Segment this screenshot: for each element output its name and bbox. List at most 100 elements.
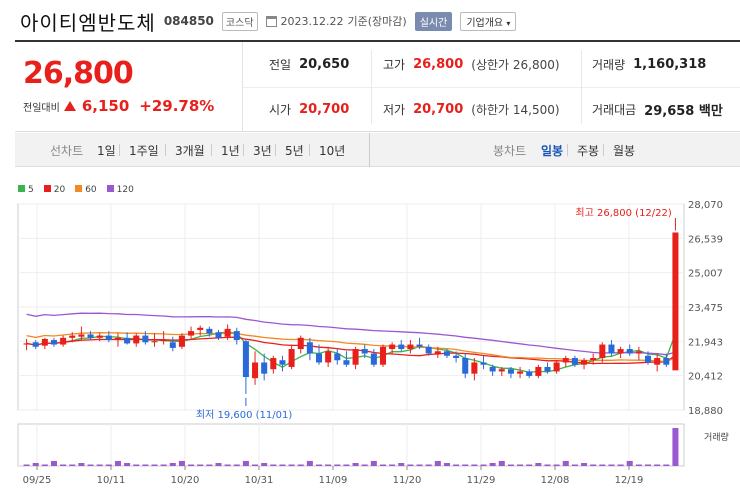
volume-bar <box>608 464 615 466</box>
candle-weekly[interactable]: 주봉 <box>577 144 600 158</box>
price-summary: 26,800 전일대비 6,150 +29.78% 전일 20,650 고가 2… <box>15 40 740 132</box>
candle-body <box>23 343 30 345</box>
up-arrow-icon <box>63 101 76 111</box>
volume-bar <box>160 464 167 466</box>
legend-swatch <box>43 185 51 192</box>
volume-bar <box>206 464 213 466</box>
y-tick-label: 28,070 <box>688 200 723 211</box>
candle-body <box>87 334 94 338</box>
divider <box>243 144 244 156</box>
volume-bar <box>480 464 487 466</box>
candle-body <box>489 366 496 372</box>
volume-bar <box>434 461 441 466</box>
open-value: 20,700 <box>299 102 350 117</box>
volume-bar <box>242 461 249 466</box>
legend-swatch <box>75 185 83 192</box>
divider <box>567 144 568 156</box>
candle-daily[interactable]: 일봉 <box>541 144 564 158</box>
x-tick-label: 10/20 <box>171 475 200 486</box>
legend-ma60: 60 <box>75 185 97 195</box>
volume-bar <box>151 464 158 466</box>
upper-limit: (상한가 26,800) <box>471 58 560 72</box>
candle-body <box>553 362 560 372</box>
volume-bar <box>416 464 423 466</box>
period-3m[interactable]: 3개월 <box>175 144 205 158</box>
legend-label: 120 <box>116 185 134 195</box>
calendar-icon <box>265 15 277 27</box>
candle-body <box>389 344 396 350</box>
current-price: 26,800 <box>23 56 134 91</box>
period-1y[interactable]: 1년 <box>221 144 240 158</box>
candle-body <box>352 349 359 365</box>
ma120-line <box>26 312 676 356</box>
candle-body <box>544 366 551 372</box>
candle-body <box>562 357 569 363</box>
volume-bar <box>361 464 368 466</box>
section-divider <box>369 133 370 167</box>
low-label: 저가 <box>383 103 406 117</box>
period-3y[interactable]: 3년 <box>253 144 272 158</box>
volume-bar <box>553 464 560 466</box>
prev-close-cell: 전일 20,650 <box>269 42 349 87</box>
x-tick-label: 10/11 <box>97 475 126 486</box>
row-divider <box>243 87 740 88</box>
period-1w[interactable]: 1주일 <box>129 144 159 158</box>
volume-bar <box>617 464 624 466</box>
candle-body <box>425 346 432 354</box>
lower-limit: (하한가 14,500) <box>471 103 560 117</box>
candle-monthly[interactable]: 월봉 <box>613 144 636 158</box>
volume-bar <box>571 464 578 466</box>
open-cell: 시가 20,700 <box>269 87 349 132</box>
candle-body <box>32 342 39 347</box>
volume-bar <box>188 464 195 466</box>
candle-body <box>78 334 85 337</box>
company-overview-button[interactable]: 기업개요 ▾ <box>460 11 517 31</box>
period-1d[interactable]: 1일 <box>97 144 116 158</box>
divider <box>309 144 310 156</box>
volume-bar <box>169 463 176 466</box>
volume-cell: 거래량 1,160,318 <box>592 42 706 87</box>
candle-body <box>160 340 167 342</box>
candle-body <box>535 366 542 376</box>
candle-body <box>242 341 249 378</box>
candle-body <box>663 357 670 365</box>
ma20-line <box>26 336 676 365</box>
y-tick-label: 21,943 <box>688 337 723 348</box>
candle-body <box>206 328 213 334</box>
candle-body <box>261 362 268 374</box>
volume-frame <box>17 423 685 467</box>
amount-value: 29,658 백만 <box>644 104 723 119</box>
candle-body <box>626 349 633 354</box>
period-10y[interactable]: 10년 <box>319 144 346 158</box>
volume-bar <box>389 464 396 466</box>
period-5y[interactable]: 5년 <box>285 144 304 158</box>
stock-name: 아이티엠반도체 <box>20 10 156 35</box>
volume-bar <box>142 464 149 466</box>
realtime-button[interactable]: 실시간 <box>414 11 453 31</box>
volume-label: 거래량 <box>592 58 626 72</box>
volume-bar <box>197 464 204 466</box>
high-label: 고가 <box>383 58 406 72</box>
x-tick-label: 11/20 <box>393 475 422 486</box>
basis-text: 기준(장마감) <box>347 15 407 28</box>
change-label: 전일대비 <box>23 103 60 114</box>
col-divider <box>581 50 582 124</box>
ma-legend: 5 20 60 120 <box>18 185 134 195</box>
current-price-box: 26,800 전일대비 6,150 +29.78% <box>15 42 243 132</box>
candle-body <box>608 344 615 354</box>
low-cell: 저가 20,700 (하한가 14,500) <box>383 87 560 132</box>
line-chart-label[interactable]: 선차트 <box>50 144 84 158</box>
candle-chart-label[interactable]: 봉차트 <box>493 144 527 158</box>
candle-body <box>599 344 606 358</box>
volume-bar <box>279 464 286 466</box>
volume-bar <box>233 464 240 466</box>
y-tick-label: 25,007 <box>688 269 723 280</box>
volume-bar <box>544 464 551 466</box>
company-overview-label: 기업개요 <box>466 17 504 29</box>
candle-body <box>224 328 231 337</box>
volume-bar <box>663 464 670 466</box>
legend-ma20: 20 <box>43 185 65 195</box>
divider <box>119 144 120 156</box>
change-row: 전일대비 6,150 +29.78% <box>23 97 214 115</box>
volume-bar <box>644 464 652 466</box>
